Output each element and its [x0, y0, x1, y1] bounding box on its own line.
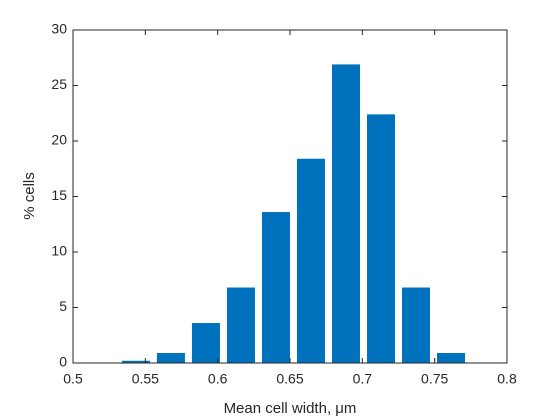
bar	[226, 287, 255, 363]
bar	[261, 212, 290, 363]
x-tick-label: 0.8	[497, 371, 517, 387]
y-tick-label: 25	[51, 76, 67, 92]
bar	[121, 360, 150, 363]
x-tick-label: 0.65	[276, 371, 303, 387]
y-tick-label: 15	[51, 187, 67, 203]
x-tick-label: 0.5	[63, 371, 83, 387]
y-tick-label: 20	[51, 132, 67, 148]
y-tick-label: 30	[51, 21, 67, 37]
x-axis-label: Mean cell width, μm	[224, 400, 357, 417]
bar	[156, 353, 185, 363]
y-tick-label: 5	[59, 298, 67, 314]
x-tick-label: 0.7	[353, 371, 373, 387]
y-tick-label: 10	[51, 243, 67, 259]
x-tick-label: 0.75	[421, 371, 448, 387]
bar	[296, 158, 325, 363]
bar	[191, 323, 220, 363]
x-tick-label: 0.6	[208, 371, 228, 387]
bar	[437, 353, 466, 363]
y-axis-label: % cells	[21, 172, 38, 220]
bar	[331, 64, 360, 363]
bar	[402, 287, 431, 363]
y-tick-label: 0	[59, 354, 67, 370]
x-tick-label: 0.55	[132, 371, 159, 387]
bar	[366, 114, 395, 363]
